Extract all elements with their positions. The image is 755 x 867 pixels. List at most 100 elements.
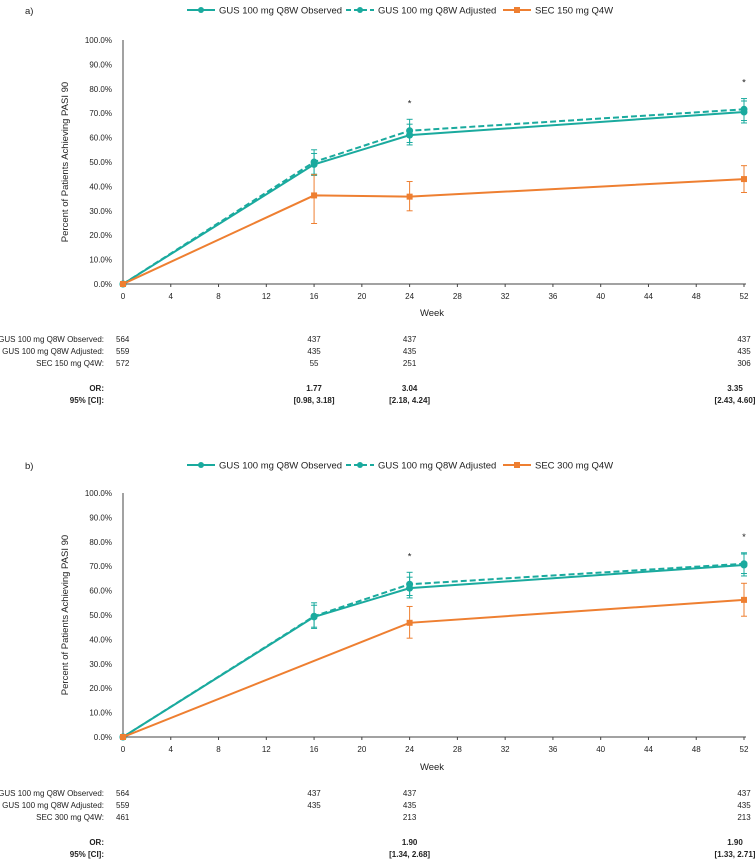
y-tick-label: 50.0% [89, 158, 112, 167]
x-tick-label: 0 [121, 292, 126, 301]
legend-item: GUS 100 mg Q8W Observed [187, 6, 342, 17]
table-cell: 251 [403, 359, 417, 368]
legend-label: GUS 100 mg Q8W Observed [219, 6, 342, 17]
table-cell: 55 [310, 359, 319, 368]
ci-label: 95% [CI]: [70, 850, 104, 859]
y-tick-label: 20.0% [89, 684, 112, 693]
data-point [741, 596, 747, 603]
y-tick-label: 100.0% [85, 36, 112, 45]
data-point [311, 192, 318, 199]
significance-marker: * [742, 78, 746, 89]
data-point [406, 580, 414, 588]
data-point [741, 176, 747, 183]
chart-panel-a: a) GUS 100 mg Q8W Observed GUS 100 mg Q8W … [0, 6, 755, 406]
series-gus-100-mg-q8w-adjusted [119, 552, 748, 741]
or-label: OR: [89, 384, 104, 393]
legend-item: SEC 150 mg Q4W [503, 6, 613, 17]
y-tick-label: 50.0% [89, 611, 112, 620]
y-tick-label: 90.0% [89, 60, 112, 69]
legend-marker [198, 7, 204, 13]
odds-ratio-value: 3.04 [402, 384, 418, 393]
x-tick-label: 12 [262, 745, 271, 754]
table-cell: 559 [116, 347, 130, 356]
y-tick-label: 90.0% [89, 513, 112, 522]
table-row-label: SEC 300 mg Q4W: [36, 813, 104, 822]
legend-label: SEC 150 mg Q4W [535, 6, 613, 17]
x-tick-label: 24 [405, 292, 414, 301]
y-tick-label: 30.0% [89, 207, 112, 216]
panel-label: b) [25, 461, 33, 472]
series-gus-100-mg-q8w-observed [119, 553, 748, 741]
odds-ratio-value: 3.35 [727, 384, 743, 393]
y-tick-label: 30.0% [89, 660, 112, 669]
x-tick-label: 12 [262, 292, 271, 301]
x-tick-label: 44 [644, 745, 653, 754]
odds-ratio-value: 1.77 [306, 384, 322, 393]
odds-ratio-value: 1.90 [727, 838, 743, 847]
data-point [406, 619, 413, 626]
x-tick-label: 48 [692, 745, 701, 754]
data-point [120, 734, 126, 740]
data-point [120, 281, 126, 287]
data-point [406, 127, 414, 135]
series-gus-100-mg-q8w-adjusted [119, 98, 748, 288]
legend-marker [357, 462, 363, 468]
series-line [122, 108, 745, 285]
table-row-label: GUS 100 mg Q8W Observed: [0, 335, 104, 344]
table-cell: 435 [307, 801, 321, 810]
table-row-label: GUS 100 mg Q8W Adjusted: [2, 801, 104, 810]
legend-item: GUS 100 mg Q8W Adjusted [346, 461, 496, 472]
odds-ratio-value: 1.90 [402, 838, 418, 847]
legend-item: SEC 300 mg Q4W [503, 461, 613, 472]
legend-label: GUS 100 mg Q8W Observed [219, 461, 342, 472]
x-tick-label: 40 [596, 745, 605, 754]
legend-label: GUS 100 mg Q8W Adjusted [378, 461, 496, 472]
ci-label: 95% [CI]: [70, 396, 104, 405]
confidence-interval-value: [1.33, 2.71] [715, 850, 755, 859]
y-tick-label: 80.0% [89, 85, 112, 94]
legend-label: GUS 100 mg Q8W Adjusted [378, 6, 496, 17]
series-sec-150-mg-q4w [120, 165, 747, 287]
table-cell: 213 [403, 813, 417, 822]
confidence-interval-value: [2.43, 4.60] [715, 396, 755, 405]
x-tick-label: 0 [121, 745, 126, 754]
x-tick-label: 32 [501, 745, 510, 754]
y-tick-label: 0.0% [94, 733, 112, 742]
series-line [122, 178, 745, 285]
data-point [406, 193, 413, 200]
table-cell: 564 [116, 335, 130, 344]
y-tick-label: 0.0% [94, 280, 112, 289]
x-tick-label: 52 [740, 292, 749, 301]
table-row-label: GUS 100 mg Q8W Adjusted: [2, 347, 104, 356]
table-cell: 435 [737, 347, 751, 356]
legend-label: SEC 300 mg Q4W [535, 461, 613, 472]
series-sec-300-mg-q4w [120, 582, 747, 740]
table-cell: 435 [403, 801, 417, 810]
table-cell: 437 [737, 335, 751, 344]
x-axis-title: Week [420, 308, 444, 319]
y-tick-label: 70.0% [89, 109, 112, 118]
table-cell: 461 [116, 813, 130, 822]
x-tick-label: 28 [453, 745, 462, 754]
x-tick-label: 16 [310, 745, 319, 754]
legend-marker [357, 7, 363, 13]
x-tick-label: 40 [596, 292, 605, 301]
x-tick-label: 32 [501, 292, 510, 301]
table-cell: 437 [403, 335, 417, 344]
series-line [122, 563, 745, 738]
legend-marker [198, 462, 204, 468]
table-cell: 437 [307, 789, 321, 798]
y-axis-title: Percent of Patients Achieving PASI 90 [60, 535, 71, 695]
y-tick-label: 70.0% [89, 562, 112, 571]
table-cell: 213 [737, 813, 751, 822]
x-tick-label: 28 [453, 292, 462, 301]
table-cell: 435 [403, 347, 417, 356]
x-tick-label: 36 [548, 292, 557, 301]
legend-item: GUS 100 mg Q8W Observed [187, 461, 342, 472]
n-table: GUS 100 mg Q8W Observed: 564 437 437 437 GUS … [0, 335, 755, 405]
y-tick-label: 60.0% [89, 134, 112, 143]
y-tick-label: 20.0% [89, 231, 112, 240]
x-tick-label: 8 [216, 745, 221, 754]
table-cell: 435 [307, 347, 321, 356]
